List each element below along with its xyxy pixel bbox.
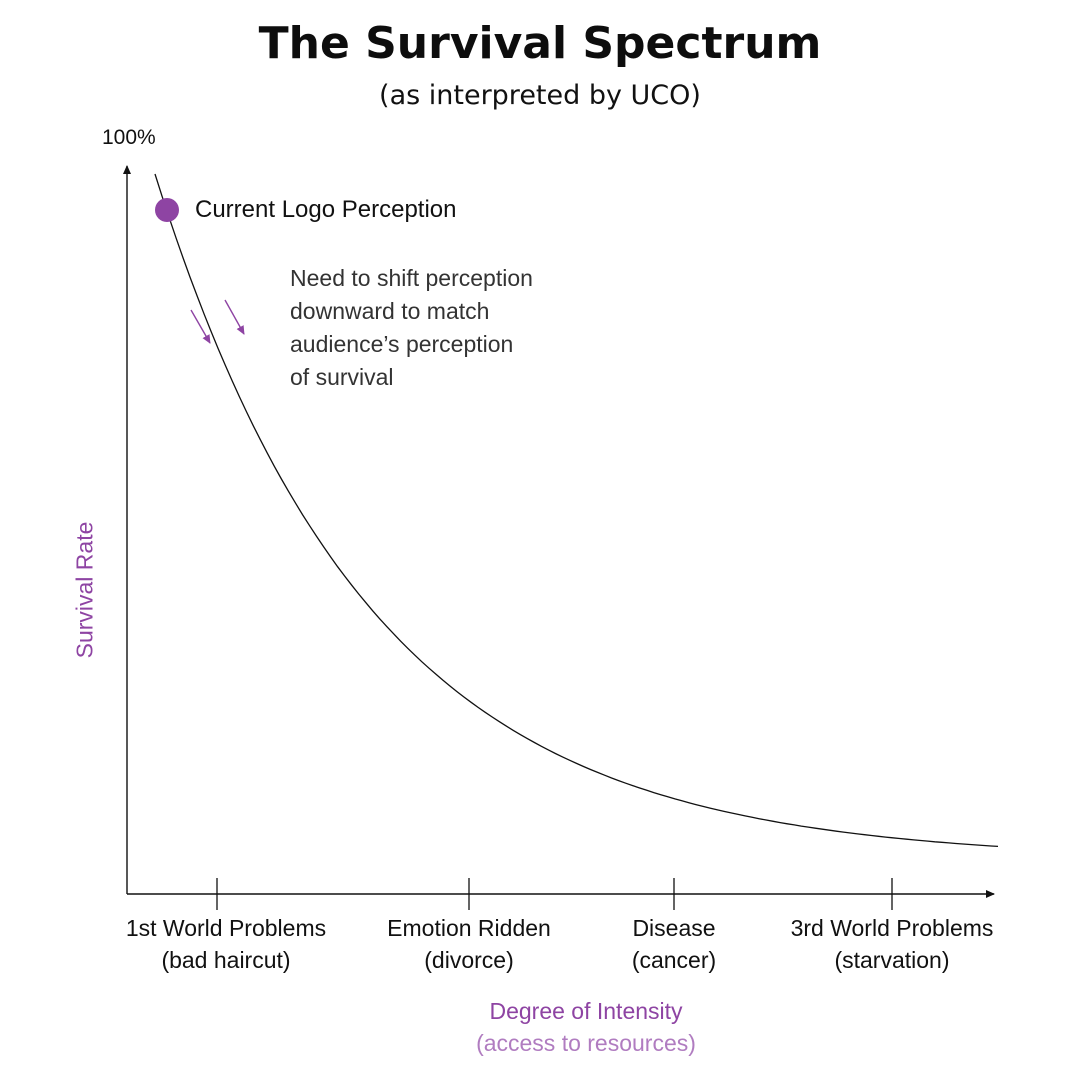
x-axis-label: Degree of Intensity	[489, 998, 683, 1024]
y-max-label: 100%	[102, 126, 156, 149]
current-logo-perception-label: Current Logo Perception	[195, 196, 457, 223]
x-tick-label-sub: (starvation)	[834, 947, 950, 973]
x-tick-label-sub: (cancer)	[631, 947, 717, 973]
x-tick-label: Emotion Ridden (divorce)	[319, 912, 619, 976]
x-tick-label: 1st World Problems (bad haircut)	[76, 912, 376, 976]
x-tick-label-sub: (bad haircut)	[161, 947, 291, 973]
x-tick-label: 3rd World Problems (starvation)	[742, 912, 1042, 976]
annotation-line: Need to shift perception	[290, 265, 533, 291]
chart-subtitle: (as interpreted by UCO)	[379, 80, 701, 111]
x-tick-label-main: 1st World Problems	[125, 915, 327, 941]
survival-curve	[154, 173, 999, 848]
x-tick-label: Disease (cancer)	[524, 912, 824, 976]
chart-title: The Survival Spectrum	[258, 18, 822, 69]
annotation-line: of survival	[290, 364, 394, 390]
annotation-line: audience’s perception	[290, 331, 514, 357]
annotation-line: downward to match	[290, 298, 490, 324]
current-logo-perception-point	[155, 198, 179, 222]
shift-arrow-left	[190, 309, 211, 344]
shift-arrow-right	[224, 299, 245, 335]
x-axis-sublabel: (access to resources)	[476, 1030, 696, 1056]
x-tick-label-main: 3rd World Problems	[790, 915, 994, 941]
x-tick-label-sub: (divorce)	[424, 947, 514, 973]
x-tick-label-main: Emotion Ridden	[387, 915, 551, 941]
x-tick-label-main: Disease	[632, 915, 716, 941]
annotation-text: Need to shift perception downward to mat…	[290, 262, 590, 394]
